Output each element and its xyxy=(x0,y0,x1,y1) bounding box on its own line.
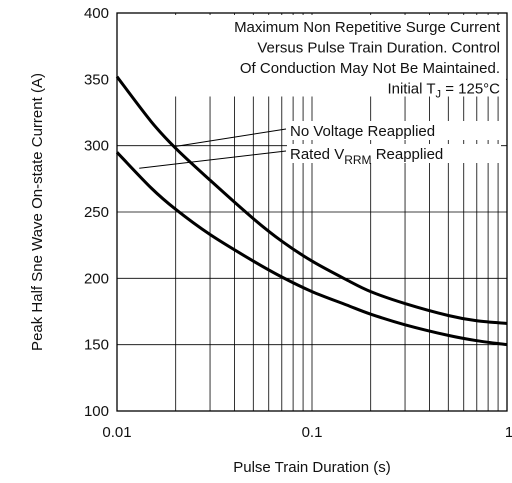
leader-line-2 xyxy=(139,150,287,169)
x-tick-label: 0.1 xyxy=(302,424,323,441)
leader-lines xyxy=(139,121,501,169)
y-tick-label: 250 xyxy=(84,204,109,221)
series-line-1 xyxy=(115,75,508,325)
series-layer xyxy=(115,75,508,347)
series-line-2 xyxy=(115,151,508,347)
y-tick-label: 150 xyxy=(84,337,109,354)
plot-frame xyxy=(116,12,508,412)
y-tick-label: 100 xyxy=(84,403,109,420)
y-tick-label: 400 xyxy=(84,5,109,22)
x-tick-label: 1 xyxy=(505,424,512,441)
series-label-background xyxy=(287,121,501,140)
series-label-2: Rated VRRM Reapplied xyxy=(290,146,443,167)
annotation-line: Versus Pulse Train Duration. Control xyxy=(257,40,500,57)
y-tick-label: 200 xyxy=(84,270,109,287)
y-tick-label: 300 xyxy=(84,138,109,155)
series-label-1: No Voltage Reapplied xyxy=(290,123,435,140)
grid xyxy=(117,13,507,411)
y-axis-title: Peak Half Sne Wave On-state Current (A) xyxy=(29,73,46,351)
annotation-line: Of Conduction May Not Be Maintained. xyxy=(240,60,500,77)
x-tick-label: 0.01 xyxy=(102,424,131,441)
condition-label: Initial TJ = 125°C xyxy=(387,81,500,101)
y-tick-label: 350 xyxy=(84,71,109,88)
annotation-line: Maximum Non Repetitive Surge Current xyxy=(234,19,501,36)
x-axis-title: Pulse Train Duration (s) xyxy=(233,459,391,476)
annotation-background xyxy=(118,15,506,97)
leader-line-1 xyxy=(175,128,287,147)
series-label-background xyxy=(287,144,501,163)
text-layer: Maximum Non Repetitive Surge Current Vers… xyxy=(29,5,512,476)
